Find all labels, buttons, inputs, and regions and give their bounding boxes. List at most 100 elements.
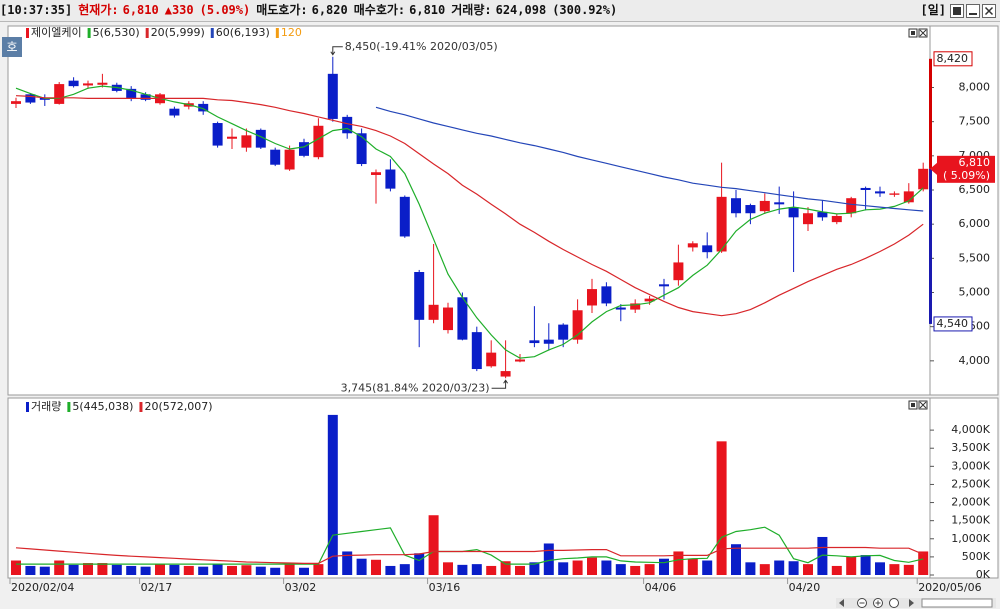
window-controls: [일] (920, 0, 996, 21)
panel-icons[interactable] (908, 28, 928, 410)
volume-bar (587, 557, 597, 575)
legend-swatch (139, 402, 143, 412)
volume-bar (155, 564, 165, 575)
y-tick-label: 500K (962, 550, 991, 563)
candle-body (313, 125, 324, 158)
close-button[interactable] (982, 3, 996, 18)
legend-swatch (67, 402, 71, 412)
volume-bar (54, 560, 65, 575)
y-tick-label: 6,500 (959, 183, 991, 196)
candle-body (443, 307, 453, 331)
range-bar-up (929, 58, 932, 169)
change-pct: (5.09%) (199, 3, 251, 17)
price-axis-panel (929, 25, 999, 396)
candle-body (803, 213, 813, 225)
volume-bar (457, 564, 468, 575)
volume-bar (371, 559, 381, 575)
candle-body (831, 215, 842, 223)
candle-body (25, 94, 36, 103)
candle-body (543, 339, 554, 344)
ma-line (15, 85, 924, 359)
volume-bar (385, 565, 396, 575)
volume-bar (659, 558, 669, 575)
badge[interactable] (2, 37, 22, 57)
last-price-box (937, 155, 995, 183)
scroll-controls[interactable] (836, 598, 996, 608)
candle-body (399, 196, 410, 237)
scroll-right[interactable] (909, 599, 914, 607)
price-marker (933, 316, 973, 332)
candle-body (255, 129, 266, 148)
y-tick-label: 0K (976, 568, 991, 581)
y-tick-label: 8,000 (959, 81, 991, 94)
candle-body (284, 149, 295, 170)
volume-pct: (300.92%) (552, 3, 618, 17)
volume-bar (903, 564, 914, 575)
candle-body (457, 297, 468, 340)
menu-button[interactable] (950, 3, 964, 18)
zoom-reset[interactable] (889, 598, 899, 608)
volume-bar (443, 562, 453, 575)
volume-bar (731, 544, 741, 575)
volume-bar (860, 555, 871, 575)
volume-bar (342, 551, 353, 575)
candle-body (428, 304, 439, 320)
price-marker (933, 51, 973, 67)
legend-swatch (145, 28, 149, 38)
volume-bar (889, 564, 900, 575)
volume-bar (111, 564, 122, 575)
y-tick-label: 4,000K (951, 423, 990, 436)
scroll-thumb[interactable] (921, 598, 993, 608)
volume-bar (270, 567, 281, 575)
candle-body (687, 243, 698, 248)
volume-axis-panel (929, 397, 999, 579)
y-tick-label: 3,000K (951, 459, 990, 472)
legend-swatch (26, 402, 29, 412)
candle-body (716, 196, 727, 252)
candle-body (11, 101, 21, 104)
ma-line (15, 95, 924, 317)
volume-bar (803, 564, 813, 575)
volume-bar (615, 564, 626, 575)
minimize-button[interactable] (966, 3, 980, 18)
candle-body (903, 191, 914, 203)
candle-body (471, 332, 482, 370)
range-bar-down (929, 168, 932, 324)
ask-label: 매도호가: (256, 3, 308, 17)
candle-body (644, 298, 655, 302)
candle-body (860, 187, 871, 190)
candle-body (327, 73, 338, 119)
panel-close-x (919, 29, 927, 37)
volume-bar (558, 562, 569, 575)
panel-close-x (919, 401, 927, 409)
last-pointer (930, 162, 937, 175)
volume-bar (471, 564, 482, 575)
x-tick-label: 04/06 (645, 581, 677, 594)
volume-bar (39, 566, 50, 575)
y-tick-label: 7,500 (959, 115, 991, 128)
x-tick-label: 2020/05/06 (918, 581, 981, 594)
candle-body (54, 84, 65, 104)
volume-bar (299, 567, 309, 575)
candle-body (356, 133, 367, 165)
candle-body (615, 307, 626, 310)
period[interactable]: [일] (920, 3, 947, 17)
zoom-in-sign (875, 600, 881, 606)
candle-body (702, 245, 713, 253)
badge-label: 호 (6, 40, 17, 54)
candle-body (385, 169, 396, 189)
candle-body (97, 82, 108, 85)
y-tick-label: 4,000 (959, 354, 991, 367)
candle-body (918, 168, 929, 190)
y-tick-label: 3,500K (951, 441, 990, 454)
scroll-left[interactable] (839, 599, 844, 607)
volume-bar (601, 560, 612, 575)
volume-bar (529, 562, 540, 575)
bid-label: 매수호가: (353, 3, 406, 17)
candle-body (659, 284, 669, 287)
volume: 624,098 (495, 3, 547, 17)
volume-bar (644, 564, 655, 575)
volume-bar (83, 563, 93, 575)
candle-body (500, 371, 511, 377)
volume-bar (414, 553, 425, 575)
